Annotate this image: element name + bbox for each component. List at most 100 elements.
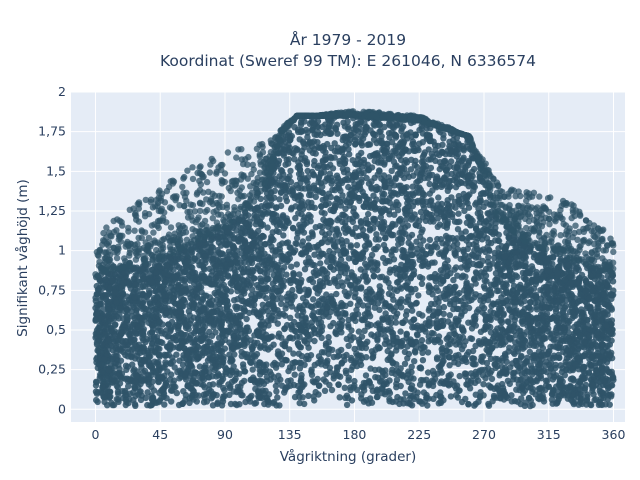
data-point [201, 266, 208, 273]
data-point [435, 194, 442, 201]
data-point [389, 366, 396, 373]
data-point [293, 234, 301, 242]
data-point [364, 338, 371, 345]
data-point [386, 395, 393, 403]
data-point [312, 193, 319, 201]
data-point [344, 118, 351, 125]
data-point [389, 332, 397, 339]
data-point [372, 374, 379, 381]
data-point [109, 277, 116, 285]
data-point [280, 152, 287, 159]
data-point [280, 232, 287, 239]
data-point [435, 250, 443, 258]
data-point [432, 146, 439, 154]
data-point [348, 327, 355, 334]
data-point [447, 393, 455, 400]
data-point [327, 236, 334, 243]
data-point [323, 279, 331, 286]
data-point [128, 354, 135, 361]
data-point [557, 337, 564, 344]
data-point [477, 328, 485, 335]
data-point [391, 211, 398, 218]
data-point [368, 251, 376, 259]
data-point [219, 395, 226, 402]
data-point [417, 208, 425, 216]
data-point [345, 146, 352, 153]
data-point [123, 366, 130, 373]
data-point [434, 287, 442, 294]
data-point [463, 290, 470, 297]
data-point [180, 388, 187, 395]
data-point [191, 255, 199, 263]
data-point [334, 130, 341, 137]
data-point [609, 375, 617, 382]
data-point [377, 214, 384, 221]
data-point [459, 272, 467, 279]
data-point [326, 381, 333, 389]
data-point [296, 163, 303, 170]
data-point [563, 355, 571, 362]
data-point [312, 224, 319, 231]
data-point [432, 270, 439, 278]
data-point [401, 348, 409, 356]
data-point [471, 165, 478, 173]
data-point [233, 388, 240, 396]
data-point [415, 292, 422, 299]
data-point [477, 297, 484, 304]
data-point [374, 261, 381, 269]
data-point [142, 305, 149, 313]
data-point [419, 312, 426, 319]
data-point [283, 357, 290, 364]
data-point [362, 372, 370, 379]
data-point [464, 200, 471, 207]
data-point [409, 307, 416, 314]
data-point [167, 376, 174, 383]
data-point [338, 236, 345, 244]
data-point [569, 366, 577, 374]
data-point [369, 353, 377, 361]
data-point [270, 236, 277, 244]
data-point [533, 271, 540, 278]
data-point [209, 256, 216, 263]
data-point [343, 401, 351, 409]
data-point [130, 367, 137, 374]
data-point [470, 187, 477, 194]
data-point [427, 164, 435, 172]
data-point [129, 361, 136, 368]
data-point [291, 156, 298, 163]
data-point [350, 248, 357, 255]
data-point [196, 363, 204, 370]
data-point [382, 247, 389, 254]
data-point [284, 296, 291, 304]
data-point [474, 245, 481, 253]
data-point [291, 371, 298, 378]
data-point [360, 302, 367, 309]
data-point [296, 365, 304, 372]
data-point [397, 328, 404, 335]
data-point [370, 136, 378, 143]
data-point [125, 280, 133, 287]
data-point [451, 330, 458, 338]
data-point [296, 399, 303, 407]
data-point [141, 367, 149, 375]
data-point [367, 365, 374, 372]
data-point [206, 299, 213, 306]
data-point [318, 266, 326, 273]
data-point [338, 329, 345, 336]
data-point [594, 304, 601, 311]
data-point [274, 394, 281, 401]
data-point [287, 314, 294, 321]
data-point [193, 380, 200, 387]
data-point [365, 210, 372, 218]
data-point [332, 277, 339, 284]
data-point [438, 346, 445, 353]
data-point [386, 258, 393, 265]
data-point [331, 243, 338, 250]
data-point [341, 384, 348, 391]
data-point [321, 387, 329, 394]
data-point [249, 366, 256, 373]
data-point [374, 152, 381, 159]
data-point [437, 267, 445, 274]
data-point [565, 324, 572, 331]
data-point [357, 170, 365, 177]
